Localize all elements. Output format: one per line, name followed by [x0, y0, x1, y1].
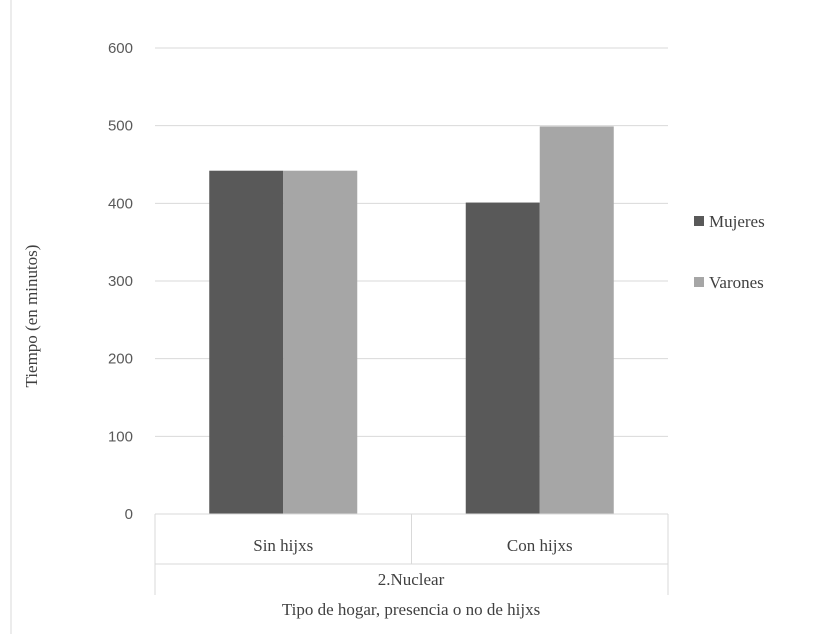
- x-tick-label: Con hijxs: [507, 536, 573, 555]
- bar-mujeres-1: [209, 170, 284, 515]
- y-tick-label: 600: [108, 40, 133, 57]
- y-tick-label: 100: [108, 428, 133, 445]
- x-tick-label: Sin hijxs: [253, 536, 313, 555]
- y-tick-label: 300: [108, 273, 133, 290]
- y-tick-label: 0: [125, 506, 133, 523]
- group-label: 2.Nuclear: [378, 570, 445, 589]
- y-axis-title: Tiempo (en minutos): [22, 245, 41, 388]
- x-axis-ticks: Sin hijxs Con hijxs: [253, 536, 572, 555]
- x-axis-title: Tipo de hogar, presencia o no de hijxs: [282, 600, 540, 619]
- y-axis-ticks: 0 100 200 300 400 500 600: [108, 40, 133, 523]
- legend: Mujeres Varones: [694, 212, 765, 292]
- y-tick-label: 500: [108, 118, 133, 135]
- legend-swatch-varones: [694, 277, 704, 287]
- bar-varones-2: [539, 126, 614, 515]
- bar-mujeres-2: [465, 202, 540, 514]
- legend-label-varones: Varones: [709, 273, 764, 292]
- bar-varones-1: [283, 170, 358, 515]
- bars: [209, 126, 614, 515]
- legend-label-mujeres: Mujeres: [709, 212, 765, 231]
- legend-swatch-mujeres: [694, 216, 704, 226]
- y-tick-label: 400: [108, 195, 133, 212]
- y-tick-label: 200: [108, 351, 133, 368]
- x-axis: [154, 513, 669, 595]
